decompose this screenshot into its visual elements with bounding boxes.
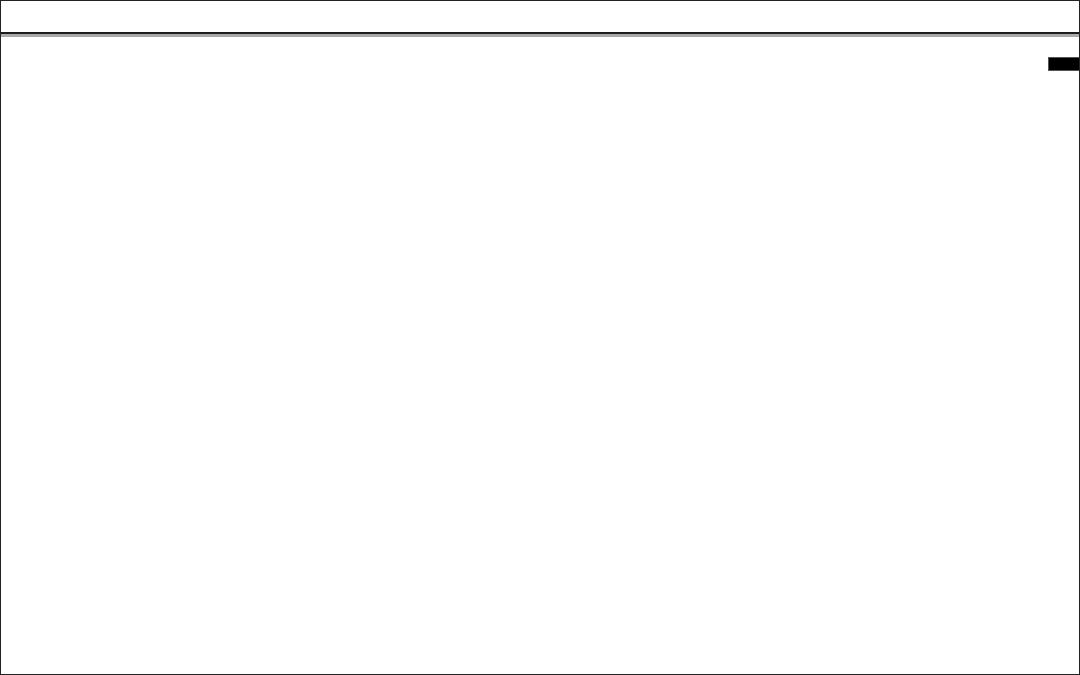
- title-bar: [1, 1, 1079, 32]
- title-separator-shadow: [1, 34, 1079, 37]
- chart-plot-svg: [1, 37, 1080, 675]
- last-value-badge: [1048, 57, 1079, 71]
- chart-area: [1, 37, 1080, 675]
- title-separator: [1, 32, 1079, 34]
